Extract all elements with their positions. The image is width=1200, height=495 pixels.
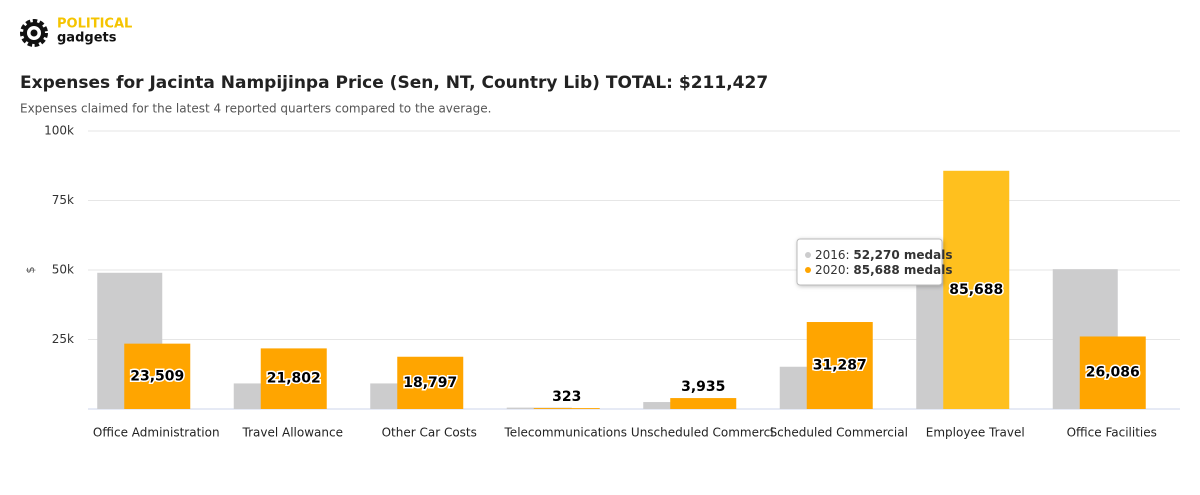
y-tick-label: 25k bbox=[52, 332, 74, 346]
tooltip-dot bbox=[805, 267, 811, 273]
x-tick-label: Office Facilities bbox=[1067, 426, 1157, 440]
x-tick-label: Unscheduled Commerci bbox=[631, 426, 774, 440]
chart-subtitle: Expenses claimed for the latest 4 report… bbox=[20, 102, 491, 116]
x-tick-label: Other Car Costs bbox=[382, 426, 477, 440]
logo bbox=[20, 19, 48, 47]
tooltip-label: 2016: bbox=[815, 248, 853, 262]
value-label: 23,509 bbox=[130, 368, 184, 384]
y-tick-label: 75k bbox=[52, 193, 74, 207]
tooltip-line: 2020: 85,688 medals bbox=[815, 263, 952, 277]
value-label: 323 bbox=[552, 389, 581, 405]
bar bbox=[1079, 336, 1146, 409]
value-label: 3,935 bbox=[681, 379, 725, 395]
tooltip-line: 2016: 52,270 medals bbox=[815, 248, 952, 262]
brand-top: POLITICAL bbox=[57, 17, 132, 32]
x-tick-label: Travel Allowance bbox=[242, 426, 343, 440]
bar bbox=[533, 408, 600, 409]
x-tick-label: Employee Travel bbox=[926, 426, 1025, 440]
x-tick-label: Office Administration bbox=[93, 426, 220, 440]
y-axis-title: $ bbox=[24, 267, 37, 274]
bar bbox=[670, 398, 737, 409]
value-label: 26,086 bbox=[1086, 365, 1140, 381]
y-tick-label: 100k bbox=[44, 124, 74, 138]
tooltip-label: 2020: bbox=[815, 263, 853, 277]
bar bbox=[260, 348, 327, 409]
value-label: 85,688 bbox=[949, 282, 1003, 298]
tooltip-dot bbox=[805, 252, 811, 258]
bar bbox=[397, 356, 464, 409]
x-tick-label: Telecommunications bbox=[504, 426, 627, 440]
value-label: 21,802 bbox=[267, 371, 321, 387]
brand-bottom: gadgets bbox=[57, 31, 117, 46]
tooltip-box bbox=[796, 238, 943, 286]
bar bbox=[806, 322, 873, 409]
value-label: 18,797 bbox=[403, 375, 457, 391]
value-label: 31,287 bbox=[813, 358, 867, 374]
chart-title: Expenses for Jacinta Nampijinpa Price (S… bbox=[20, 73, 768, 93]
bar bbox=[124, 343, 191, 409]
x-tick-label: Scheduled Commercial bbox=[770, 426, 908, 440]
bar bbox=[943, 170, 1010, 409]
tooltip-value: 85,688 medals bbox=[853, 263, 952, 277]
tooltip-value: 52,270 medals bbox=[853, 248, 952, 262]
y-tick-label: 50k bbox=[52, 263, 74, 277]
